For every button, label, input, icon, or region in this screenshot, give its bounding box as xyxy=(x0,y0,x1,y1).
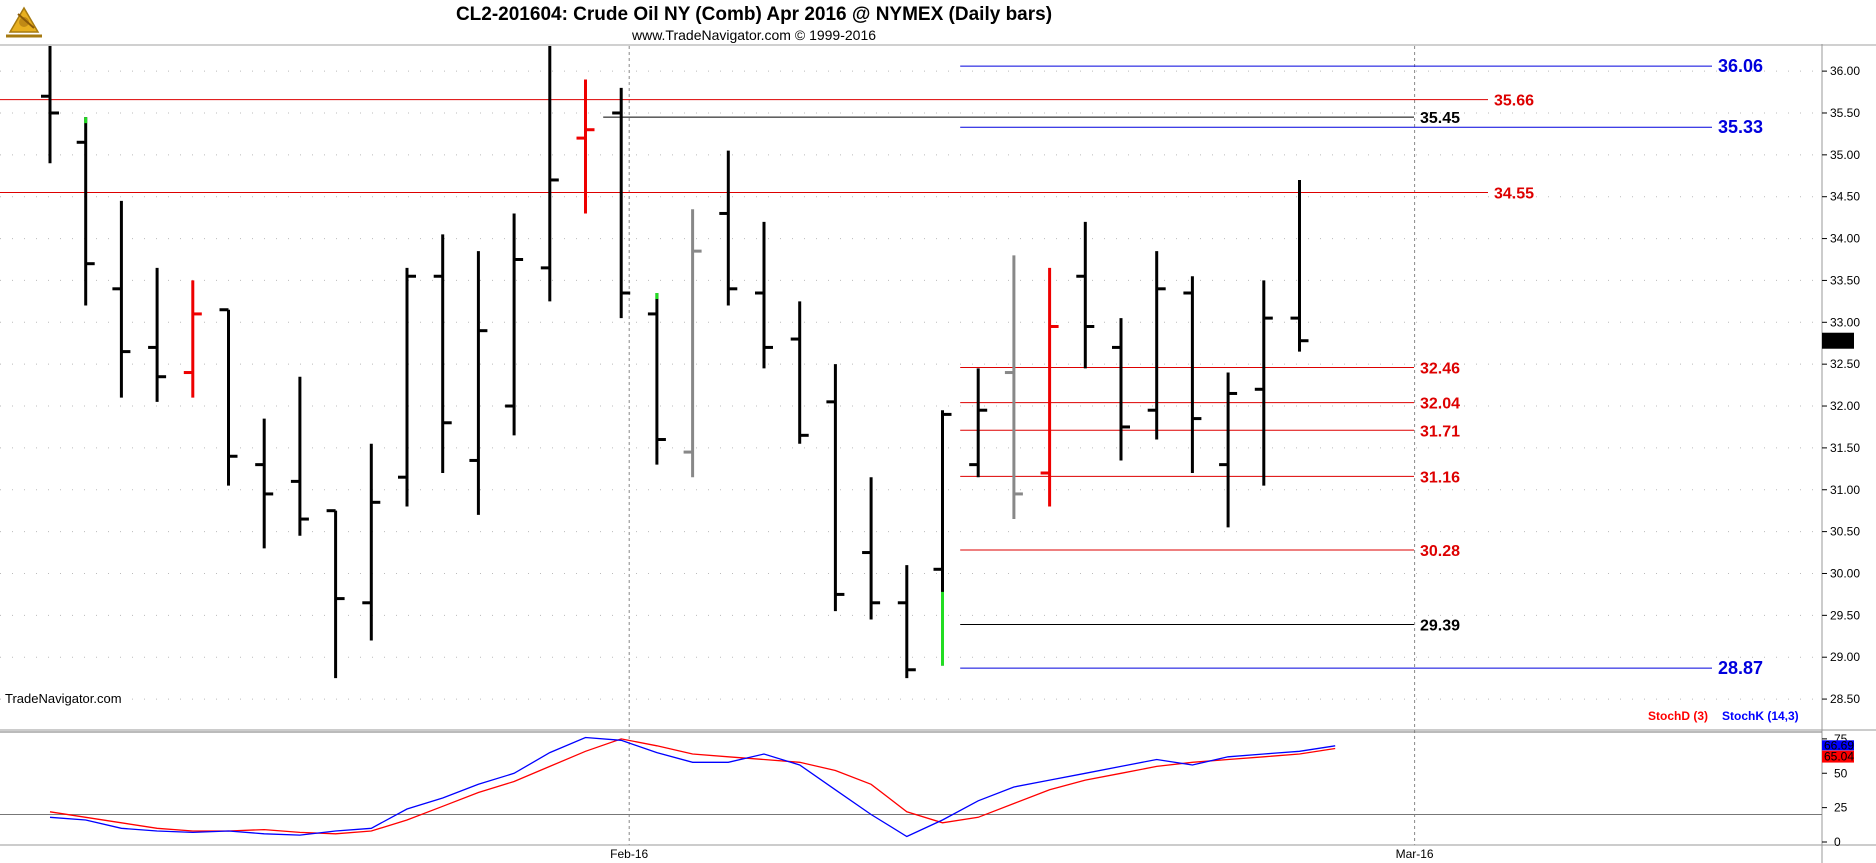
stoch-tick-label: 0 xyxy=(1834,835,1841,849)
price-tick-label: 32.00 xyxy=(1830,399,1860,413)
legend-stoch-k: StochK (14,3) xyxy=(1722,709,1799,723)
legend-stoch-d: StochD (3) xyxy=(1648,709,1708,723)
price-tick-label: 33.00 xyxy=(1830,315,1860,329)
stoch-d-last-label: 65.04 xyxy=(1824,750,1854,764)
level-label: 29.39 xyxy=(1420,618,1460,635)
header-separator xyxy=(0,44,1876,46)
price-tick-label: 29.00 xyxy=(1830,650,1860,664)
level-label: 31.71 xyxy=(1420,423,1460,440)
price-tick-label: 33.50 xyxy=(1830,273,1860,287)
level-label: 36.06 xyxy=(1718,56,1763,76)
x-tick-label: Mar-16 xyxy=(1396,847,1434,861)
sextant-logo-icon xyxy=(6,6,42,38)
price-tick-label: 30.50 xyxy=(1830,525,1860,539)
price-tick-label: 35.50 xyxy=(1830,106,1860,120)
level-label: 31.16 xyxy=(1420,469,1460,486)
level-label: 35.45 xyxy=(1420,110,1460,127)
stoch-k-last-label: 66.69 xyxy=(1824,738,1854,752)
chart-subtitle: www.TradeNavigator.com © 1999-2016 xyxy=(631,27,876,43)
price-tick-label: 34.50 xyxy=(1830,190,1860,204)
last-price-box xyxy=(1822,332,1854,349)
price-tick-label: 29.50 xyxy=(1830,608,1860,622)
level-label: 30.28 xyxy=(1420,543,1460,560)
price-tick-label: 36.00 xyxy=(1830,64,1860,78)
stoch-k-last-box xyxy=(1822,740,1854,751)
chart-title: CL2-201604: Crude Oil NY (Comb) Apr 2016… xyxy=(456,4,1052,25)
level-label: 35.33 xyxy=(1718,117,1763,137)
price-tick-label: 34.00 xyxy=(1830,232,1860,246)
level-label: 35.66 xyxy=(1494,93,1534,110)
price-tick-label: 31.50 xyxy=(1830,441,1860,455)
price-tick-label: 35.00 xyxy=(1830,148,1860,162)
price-tick-label: 30.00 xyxy=(1830,566,1860,580)
level-label: 32.04 xyxy=(1420,396,1460,413)
price-tick-label: 32.50 xyxy=(1830,357,1860,371)
level-label: 32.46 xyxy=(1420,361,1460,378)
level-label: 28.87 xyxy=(1718,658,1763,678)
last-price-label: 32.78 xyxy=(1824,334,1854,348)
price-panel: 28.50 29.00 29.50 30.00 30.50 31.00 31.50 32.00… xyxy=(0,44,1876,863)
stoch-series-line xyxy=(49,738,1336,835)
stoch-d-last-box xyxy=(1822,750,1854,763)
price-tick-label: 31.00 xyxy=(1830,483,1860,497)
stoch-tick-label: 50 xyxy=(1834,766,1848,780)
level-label: 34.55 xyxy=(1494,186,1534,203)
watermark-text: TradeNavigator.com xyxy=(5,691,122,706)
stoch-tick-label: 25 xyxy=(1834,801,1848,815)
x-tick-label: Feb-16 xyxy=(610,847,648,861)
stoch-series-line xyxy=(49,736,1336,838)
header-bar xyxy=(0,0,1876,44)
price-tick-label: 28.50 xyxy=(1830,692,1860,706)
